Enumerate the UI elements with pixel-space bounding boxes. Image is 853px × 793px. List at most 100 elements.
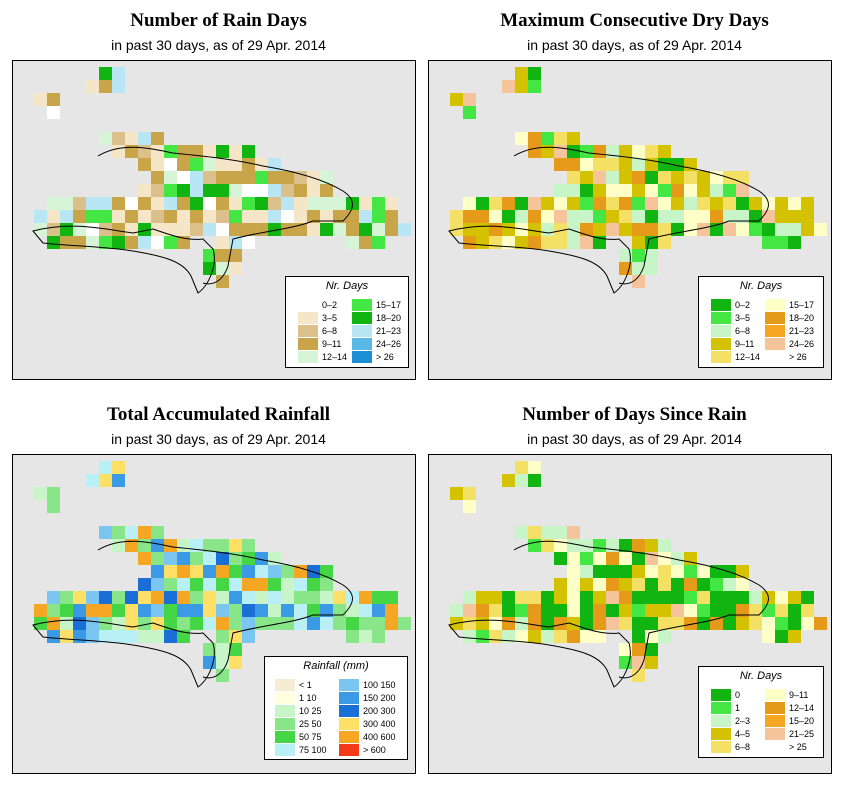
grid-cell xyxy=(788,591,801,604)
grid-cell xyxy=(671,184,684,197)
grid-cell xyxy=(177,539,190,552)
grid-cell xyxy=(86,630,99,643)
grid-cell xyxy=(567,565,580,578)
legend-swatch xyxy=(339,718,359,730)
grid-cell xyxy=(788,630,801,643)
grid-cell xyxy=(567,171,580,184)
grid-cell xyxy=(60,236,73,249)
grid-cell xyxy=(73,591,86,604)
grid-cell xyxy=(125,539,138,552)
grid-cell xyxy=(632,643,645,656)
grid-cell xyxy=(528,461,541,474)
grid-cell xyxy=(177,171,190,184)
grid-cell xyxy=(242,210,255,223)
grid-cell xyxy=(658,565,671,578)
grid-cell xyxy=(710,578,723,591)
grid-cell xyxy=(593,158,606,171)
grid-cell xyxy=(723,223,736,236)
grid-cell xyxy=(164,539,177,552)
grid-cell xyxy=(619,262,632,275)
grid-cell xyxy=(385,197,398,210)
grid-cell xyxy=(229,656,242,669)
map-title: Number of Rain Days xyxy=(130,10,307,31)
grid-cell xyxy=(645,656,658,669)
grid-cell xyxy=(294,210,307,223)
grid-cell xyxy=(242,223,255,236)
grid-cell xyxy=(476,223,489,236)
grid-cell xyxy=(60,591,73,604)
grid-cell xyxy=(47,210,60,223)
grid-cell xyxy=(255,184,268,197)
grid-cell xyxy=(580,223,593,236)
grid-cell xyxy=(684,210,697,223)
grid-cell xyxy=(229,643,242,656)
legend-label: 9–11 xyxy=(735,339,755,349)
grid-cell xyxy=(554,591,567,604)
grid-cell xyxy=(632,669,645,682)
grid-cell xyxy=(203,617,216,630)
grid-cell xyxy=(632,539,645,552)
grid-cell xyxy=(541,236,554,249)
grid-cell xyxy=(99,461,112,474)
grid-cell xyxy=(528,526,541,539)
legend-label: 200 300 xyxy=(363,706,396,716)
grid-cell xyxy=(528,604,541,617)
grid-cell xyxy=(463,210,476,223)
grid-cell xyxy=(619,158,632,171)
grid-cell xyxy=(190,184,203,197)
grid-cell xyxy=(320,210,333,223)
grid-cell xyxy=(112,67,125,80)
grid-cell xyxy=(658,591,671,604)
grid-cell xyxy=(372,630,385,643)
grid-cell xyxy=(801,197,814,210)
grid-cell xyxy=(697,171,710,184)
legend-title: Nr. Days xyxy=(325,280,369,292)
legend-swatch xyxy=(339,731,359,743)
grid-cell xyxy=(138,604,151,617)
grid-cell xyxy=(775,604,788,617)
grid-cell xyxy=(216,552,229,565)
grid-cell xyxy=(60,617,73,630)
grid-cell xyxy=(73,630,86,643)
grid-cell xyxy=(359,210,372,223)
grid-cell xyxy=(489,197,502,210)
grid-cell xyxy=(567,552,580,565)
legend-swatch xyxy=(711,312,731,324)
grid-cell xyxy=(73,617,86,630)
grid-cell xyxy=(489,630,502,643)
grid-cell xyxy=(99,197,112,210)
grid-cell xyxy=(554,578,567,591)
legend-label: 4–5 xyxy=(735,729,751,739)
grid-cell xyxy=(177,617,190,630)
grid-cell xyxy=(138,210,151,223)
grid-cell xyxy=(177,145,190,158)
grid-cell xyxy=(164,630,177,643)
legend-label: > 26 xyxy=(789,352,807,362)
grid-cell xyxy=(112,145,125,158)
grid-cell xyxy=(346,236,359,249)
grid-cell xyxy=(86,604,99,617)
grid-cell xyxy=(788,236,801,249)
legend-label: 1 xyxy=(735,703,741,713)
grid-cell xyxy=(632,184,645,197)
grid-cell xyxy=(125,591,138,604)
grid-cell xyxy=(541,145,554,158)
grid-cell xyxy=(606,604,619,617)
grid-cell xyxy=(307,197,320,210)
grid-cell xyxy=(112,80,125,93)
grid-cell xyxy=(502,617,515,630)
grid-cell xyxy=(671,171,684,184)
grid-cell xyxy=(151,236,164,249)
grid-cell xyxy=(489,210,502,223)
legend-swatch xyxy=(765,325,785,337)
grid-cell xyxy=(203,591,216,604)
legend-swatch xyxy=(711,325,731,337)
grid-cell xyxy=(658,552,671,565)
grid-cell xyxy=(281,578,294,591)
grid-cell xyxy=(567,526,580,539)
legend-title: Rainfall (mm) xyxy=(303,660,369,672)
grid-cell xyxy=(138,184,151,197)
grid-cell xyxy=(320,604,333,617)
grid-cell xyxy=(684,591,697,604)
grid-cell xyxy=(229,262,242,275)
